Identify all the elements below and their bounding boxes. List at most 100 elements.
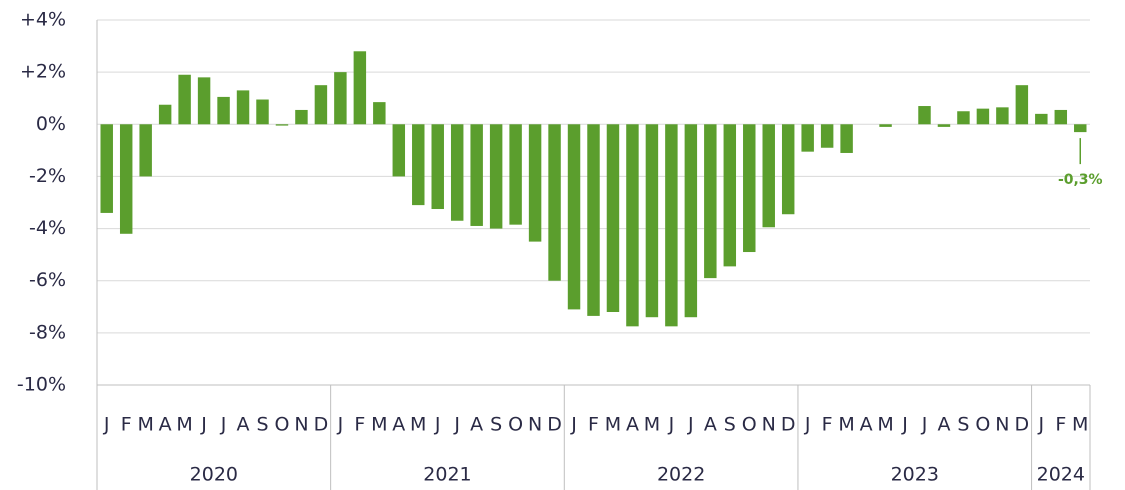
bar <box>509 124 522 225</box>
group-label: 2024 <box>1037 464 1085 486</box>
bar <box>548 124 561 281</box>
bar <box>470 124 483 226</box>
bar <box>373 102 386 125</box>
bar <box>412 124 425 206</box>
bar <box>626 124 639 327</box>
bar <box>256 99 269 125</box>
bar <box>918 106 931 125</box>
bar <box>937 124 951 127</box>
x-tick-label: N <box>762 414 776 436</box>
bar <box>353 51 367 125</box>
bar <box>976 108 990 125</box>
x-tick-label: O <box>508 414 523 436</box>
x-tick-label: M <box>137 414 153 436</box>
bar <box>158 104 172 125</box>
x-tick-label: F <box>822 414 833 436</box>
x-tick-label: S <box>724 414 736 436</box>
bar <box>392 124 406 177</box>
bar <box>236 90 250 125</box>
x-tick-label: F <box>121 414 132 436</box>
bar <box>1074 124 1087 133</box>
x-tick-label: N <box>528 414 542 436</box>
x-tick-label: D <box>547 414 562 436</box>
bar <box>801 124 814 152</box>
x-tick-label: M <box>371 414 387 436</box>
bar <box>1035 113 1048 125</box>
x-tick-label: O <box>274 414 289 436</box>
x-tick-label: A <box>392 414 405 436</box>
y-tick-label: +4% <box>20 9 66 31</box>
x-tick-label: M <box>410 414 426 436</box>
x-tick-label: F <box>588 414 599 436</box>
bar <box>704 124 717 279</box>
x-tick-label: M <box>644 414 660 436</box>
x-tick-label: A <box>860 414 873 436</box>
x-tick-label: O <box>975 414 990 436</box>
x-tick-label: J <box>1038 414 1045 436</box>
bar <box>820 124 834 148</box>
y-tick-label: -10% <box>17 374 66 396</box>
bar <box>100 124 113 213</box>
bar <box>1054 109 1068 125</box>
bar <box>684 124 698 318</box>
x-tick-label: O <box>742 414 757 436</box>
bar <box>957 111 970 125</box>
x-tick-label: J <box>921 414 928 436</box>
bar <box>178 74 191 125</box>
x-tick-label: M <box>838 414 854 436</box>
bar <box>781 124 795 215</box>
x-tick-label: M <box>176 414 192 436</box>
y-tick-label: -6% <box>29 269 66 291</box>
bar <box>197 77 211 125</box>
bar <box>762 124 775 228</box>
x-tick-label: S <box>957 414 969 436</box>
group-label: 2021 <box>423 464 471 486</box>
x-tick-label: N <box>995 414 1009 436</box>
bar <box>879 124 892 127</box>
x-tick-label: J <box>901 414 908 436</box>
x-tick-label: J <box>337 414 344 436</box>
x-tick-label: S <box>256 414 268 436</box>
bar <box>295 109 308 125</box>
x-tick-label: J <box>570 414 577 436</box>
bar <box>723 124 737 267</box>
group-label: 2020 <box>190 464 238 486</box>
bar <box>606 124 620 313</box>
x-tick-label: F <box>1055 414 1066 436</box>
group-label: 2023 <box>891 464 939 486</box>
y-tick-label: -8% <box>29 321 66 343</box>
bar <box>334 72 347 125</box>
bar <box>275 124 289 126</box>
bar <box>217 96 230 125</box>
x-tick-label: A <box>470 414 483 436</box>
x-tick-label: M <box>877 414 893 436</box>
bar <box>314 85 328 125</box>
x-tick-label: A <box>159 414 172 436</box>
x-tick-label: M <box>605 414 621 436</box>
y-tick-label: -4% <box>29 217 66 239</box>
bar <box>119 124 133 234</box>
x-tick-label: A <box>626 414 639 436</box>
y-tick-label: 0% <box>36 113 66 135</box>
bar <box>840 124 853 153</box>
x-tick-label: J <box>434 414 441 436</box>
x-tick-label: D <box>314 414 329 436</box>
x-tick-label: N <box>294 414 308 436</box>
x-tick-label: J <box>687 414 694 436</box>
x-tick-label: J <box>103 414 110 436</box>
y-tick-label: -2% <box>29 165 66 187</box>
bar <box>1015 85 1029 125</box>
bar <box>996 107 1009 125</box>
x-tick-label: J <box>804 414 811 436</box>
bar <box>567 124 581 310</box>
bar <box>587 124 600 316</box>
bar <box>528 124 542 242</box>
bar <box>645 124 659 318</box>
bar <box>431 124 444 210</box>
x-tick-label: M <box>1072 414 1088 436</box>
x-tick-label: A <box>704 414 717 436</box>
x-tick-label: A <box>237 414 250 436</box>
bar <box>743 124 756 253</box>
x-tick-label: J <box>200 414 207 436</box>
